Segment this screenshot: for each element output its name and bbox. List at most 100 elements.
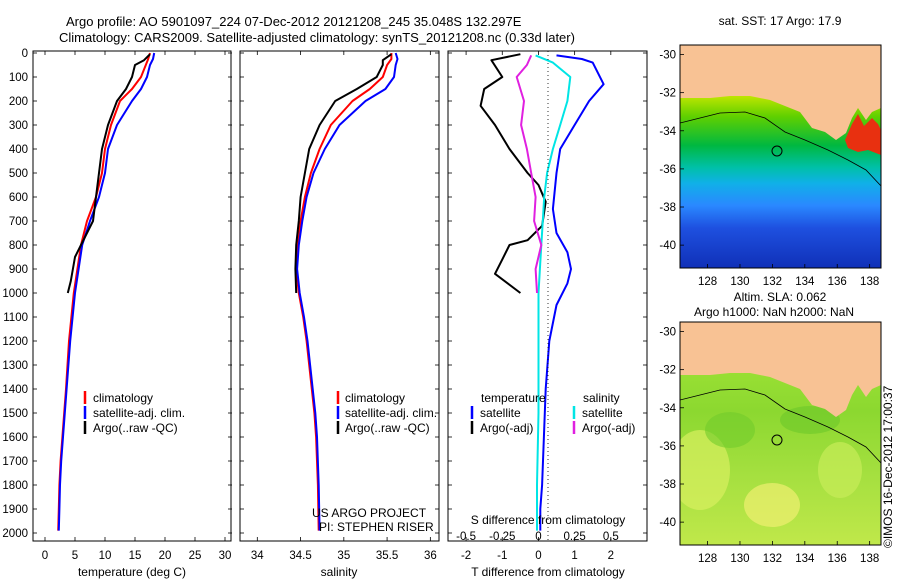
sst-isobath [680, 111, 881, 187]
map-y-tick-label: -36 [659, 164, 676, 176]
credit-pi: PI: STEPHEN RISER [319, 520, 434, 534]
sst-map [680, 45, 881, 268]
x-tick-label: 0 [535, 550, 541, 562]
legend-label-sal-satellite: satellite [582, 406, 623, 420]
depth-tick-label: 200 [9, 96, 28, 108]
difference-xlabel-top: S difference from climatology [471, 513, 626, 527]
temperature-xlabel: temperature (deg C) [78, 565, 186, 579]
legend-label-temp-satellite: satellite [480, 406, 521, 420]
salinity-axes [239, 50, 440, 542]
series-sal-argo [515, 54, 543, 294]
sla-map [680, 322, 881, 545]
credit-project: US ARGO PROJECT [312, 506, 427, 520]
sst-map-frame [679, 44, 882, 269]
x-tick-label: -2 [461, 550, 471, 562]
map-x-tick-label: 138 [860, 553, 879, 565]
map-y-tick-label: -34 [659, 126, 676, 138]
map-y-tick-label: -36 [659, 441, 676, 453]
x-tick-label: 35 [337, 550, 350, 562]
depth-tick-label: 1800 [2, 480, 28, 492]
map-y-tick-label: -40 [659, 517, 676, 529]
depth-tick-label: 600 [9, 192, 28, 204]
depth-tick-label: 1200 [2, 336, 28, 348]
sla-anomaly [818, 442, 862, 498]
x-top-tick-label: 0.5 [603, 531, 619, 543]
imos-timestamp: ©IMOS 16-Dec-2012 17:00:37 [881, 385, 895, 548]
sla-land [680, 322, 881, 417]
sla-map-subtitle: Argo h1000: NaN h2000: NaN [694, 305, 854, 319]
depth-tick-label: 1100 [3, 312, 28, 324]
map-x-tick-label: 130 [730, 276, 749, 288]
depth-tick-label: 1000 [2, 288, 28, 300]
x-tick-label: 30 [219, 550, 232, 562]
x-top-tick-label: -0.5 [456, 531, 476, 543]
figure-title-line2: Climatology: CARS2009. Satellite-adjuste… [59, 30, 575, 45]
legend-label-temp-argo: Argo(-adj) [480, 421, 533, 435]
sla-isobath [680, 388, 881, 464]
depth-tick-label: 300 [9, 120, 28, 132]
legend-label-sal-argo: Argo(-adj) [582, 421, 635, 435]
map-y-tick-label: -30 [659, 327, 676, 339]
legend-label-satellite: satellite-adj. clim. [93, 406, 185, 420]
map-y-tick-label: -38 [659, 202, 676, 214]
x-tick-label: 20 [159, 550, 172, 562]
map-y-tick-label: -32 [659, 365, 676, 377]
x-tick-label: 10 [99, 550, 112, 562]
map-x-tick-label: 132 [763, 276, 782, 288]
sst-argo-marker [771, 145, 783, 157]
sla-map-title: Altim. SLA: 0.062 [734, 290, 827, 304]
difference-xlabel: T difference from climatology [471, 565, 625, 579]
depth-tick-label: 400 [9, 144, 28, 156]
difference-axes [447, 50, 648, 542]
depth-tick-label: 1300 [2, 360, 28, 372]
map-y-tick-label: -30 [659, 50, 676, 62]
salinity-legend: climatology satellite-adj. clim. Argo(..… [312, 391, 437, 534]
x-top-tick-label: 0.25 [563, 531, 585, 543]
depth-tick-label: 800 [9, 240, 28, 252]
depth-tick-label: 1400 [2, 384, 28, 396]
series-satellite [57, 52, 156, 531]
sst-land [680, 45, 881, 140]
map-x-tick-label: 132 [763, 553, 782, 565]
sst-map-title: sat. SST: 17 Argo: 17.9 [719, 14, 842, 28]
x-tick-label: 35.5 [376, 550, 398, 562]
sla-argo-marker [771, 434, 783, 446]
sla-map-ticks: 128 130 132 134 136 138 -30 -32 -34 -36 -38 -40 [659, 327, 879, 565]
map-y-tick-label: -40 [659, 240, 676, 252]
map-x-tick-label: 130 [730, 553, 749, 565]
depth-tick-label: 1700 [2, 456, 28, 468]
legend-label-climatology: climatology [93, 391, 153, 405]
map-x-tick-label: 136 [828, 553, 847, 565]
legend-label-satellite: satellite-adj. clim. [345, 406, 437, 420]
legend-title-salinity: salinity [583, 391, 620, 405]
x-tick-label: 1 [571, 550, 577, 562]
map-x-tick-label: 134 [795, 276, 815, 288]
map-x-tick-label: 134 [795, 553, 815, 565]
map-x-tick-label: 128 [698, 553, 717, 565]
map-y-tick-label: -32 [659, 88, 676, 100]
legend-label-argo: Argo(..raw -QC) [93, 421, 178, 435]
temperature-axes [32, 50, 232, 542]
depth-tick-label: 900 [9, 264, 28, 276]
map-y-tick-label: -34 [659, 403, 676, 415]
x-tick-label: 15 [129, 550, 142, 562]
depth-tick-label: 1500 [2, 408, 28, 420]
salinity-xlabel: salinity [321, 565, 358, 579]
series-sal-satellite [535, 54, 572, 531]
x-tick-label: 25 [189, 550, 202, 562]
legend-label-argo: Argo(..raw -QC) [345, 421, 430, 435]
depth-tick-label: 1900 [2, 504, 28, 516]
legend-label-climatology: climatology [345, 391, 405, 405]
series-satellite [296, 52, 399, 531]
depth-tick-label: 100 [9, 72, 28, 84]
temperature-plot: 0 5 10 15 20 25 30 [42, 51, 232, 562]
series-argo [66, 53, 151, 294]
salinity-plot: 34 34.5 35 35.5 36 [251, 51, 437, 562]
depth-tick-label: 1600 [2, 432, 28, 444]
sst-gulf-water [845, 114, 881, 155]
x-top-tick-label: -0.25 [489, 531, 515, 543]
difference-plot: -2 -1 0 1 2 -0.5 -0.25 0 0.25 0.5 [456, 51, 619, 562]
map-x-tick-label: 138 [860, 276, 879, 288]
depth-tick-label: 0 [22, 48, 28, 60]
